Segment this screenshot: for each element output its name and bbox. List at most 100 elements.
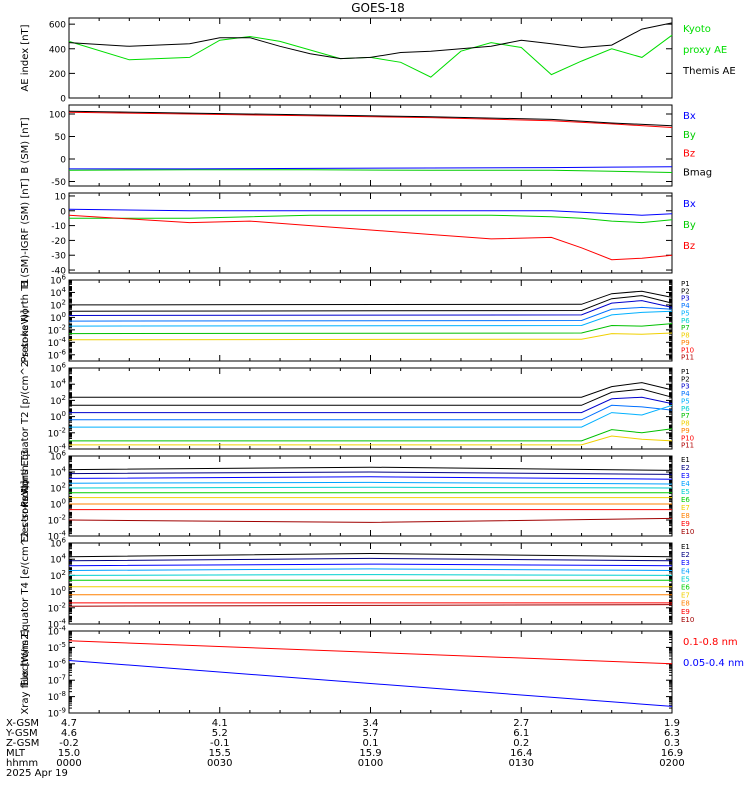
channel-label: P10 [681, 346, 694, 354]
x-row-label: Y-GSM [5, 728, 38, 739]
series-line-P7 [68, 332, 673, 341]
y-tick-label: 0 [60, 95, 66, 105]
y-tick-label: 600 [49, 21, 66, 31]
channel-label: P5 [681, 397, 690, 405]
y-tick-label: 102 [50, 394, 66, 407]
y-tick-exponent: -7 [59, 674, 66, 682]
date-label: 2025 Apr 19 [6, 768, 68, 779]
y-tick-label: 104 [50, 286, 66, 299]
y-tick-exponent: 0 [62, 410, 66, 418]
y-tick-label: 10 [55, 192, 67, 202]
x-column-value: 0.1 [363, 738, 379, 749]
y-tick-exponent: -4 [59, 618, 67, 626]
channel-label: E7 [681, 592, 690, 600]
legend-entry: Bz [683, 241, 695, 252]
y-tick-exponent: 4 [62, 466, 67, 474]
series-line-By [69, 214, 673, 224]
series-line-E4 [68, 481, 673, 485]
x-column-value: 4.7 [61, 718, 77, 729]
channel-label: P2 [681, 287, 690, 295]
channel-label: E1 [681, 543, 690, 551]
y-tick-label: 10-8 [48, 690, 66, 703]
channel-label: P11 [681, 442, 694, 450]
y-tick-exponent: 0 [62, 498, 66, 506]
legend-entry: 0.05-0.4 nm [683, 658, 744, 669]
series-line-P1 [69, 382, 673, 398]
y-tick-label: 106 [50, 362, 66, 375]
series-line-P2 [68, 295, 673, 312]
y-tick-label: 10-6 [48, 348, 67, 361]
x-row-label: Z-GSM [6, 738, 39, 749]
y-tick-label: 10-2 [48, 323, 66, 336]
x-row-label: X-GSM [6, 718, 39, 729]
y-axis-label: B (SM)-IGRF (SM) [nT] [20, 178, 31, 287]
y-tick-exponent: 6 [62, 450, 67, 458]
x-column-value: 0.3 [664, 738, 680, 749]
y-tick-label: 10-6 [48, 657, 67, 670]
y-tick-label: 0 [60, 207, 66, 217]
y-tick-exponent: 2 [62, 394, 66, 402]
x-column-value: 4.6 [61, 728, 77, 739]
x-column-value: 0130 [509, 758, 534, 769]
series-line-E3 [68, 563, 673, 567]
panel-frame [68, 455, 673, 537]
channel-label: E6 [681, 496, 690, 504]
y-tick-label: -30 [51, 252, 66, 262]
plot-title: GOES-18 [351, 1, 405, 15]
series-line-P2 [69, 388, 673, 406]
channel-label: E4 [681, 480, 690, 488]
series-line-Kyoto-proxy-AE [68, 34, 673, 78]
channel-label: E9 [681, 608, 690, 616]
channel-label: P9 [681, 427, 690, 435]
channel-label: P3 [681, 295, 690, 303]
y-tick-exponent: 4 [62, 286, 67, 294]
y-tick-exponent: 4 [62, 378, 67, 386]
x-column-value: 16.9 [661, 748, 683, 759]
series-line-E10 [68, 517, 673, 523]
channel-label: E1 [681, 456, 690, 464]
y-tick-label: 102 [50, 482, 66, 495]
y-tick-exponent: 6 [62, 362, 67, 370]
y-tick-label: 10-7 [48, 674, 66, 687]
x-column-value: 6.3 [664, 728, 680, 739]
series-line-Bx [69, 166, 673, 170]
x-row-label: MLT [6, 748, 26, 759]
channel-label: P7 [681, 412, 690, 420]
x-column-value: 2.7 [513, 718, 529, 729]
y-tick-label: 100 [50, 410, 66, 423]
legend-entry: Bz [683, 149, 695, 160]
series-line-P3 [69, 396, 673, 414]
x-column-value: 15.0 [58, 748, 80, 759]
channel-label: P4 [681, 302, 690, 310]
y-tick-exponent: -2 [59, 426, 66, 434]
series-line-E4 [68, 568, 673, 571]
series-line-P6 [68, 323, 673, 335]
series-line-0.1-0.8-nm [68, 640, 673, 665]
y-tick-label: -20 [51, 237, 66, 247]
channel-label: P3 [681, 383, 690, 391]
y-tick-label: 102 [50, 298, 66, 311]
series-line-P1 [68, 290, 673, 306]
y-tick-label: 10-2 [48, 426, 66, 439]
series-line-Bmag [68, 110, 673, 127]
series-line-P5 [69, 404, 673, 428]
y-tick-exponent: -5 [59, 641, 66, 649]
y-tick-label: 104 [50, 466, 66, 479]
y-tick-label: 400 [49, 45, 66, 55]
series-line-E2 [68, 557, 673, 562]
series-line-P4 [69, 404, 673, 421]
channel-label: E6 [681, 584, 690, 592]
panel-frame [68, 542, 673, 625]
x-column-value: 0.2 [513, 738, 529, 749]
y-tick-exponent: -9 [59, 707, 66, 715]
channel-label: P8 [681, 420, 690, 428]
series-line-E5 [68, 574, 673, 576]
x-column-value: 16.4 [510, 748, 532, 759]
channel-label: E5 [681, 488, 690, 496]
channel-label: P5 [681, 309, 690, 317]
x-row-label: hhmm [6, 758, 38, 769]
y-tick-label: -50 [51, 178, 66, 188]
